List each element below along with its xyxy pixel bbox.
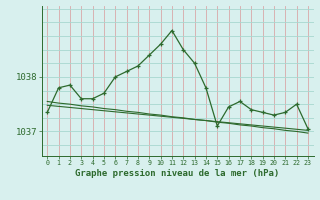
X-axis label: Graphe pression niveau de la mer (hPa): Graphe pression niveau de la mer (hPa) [76,169,280,178]
